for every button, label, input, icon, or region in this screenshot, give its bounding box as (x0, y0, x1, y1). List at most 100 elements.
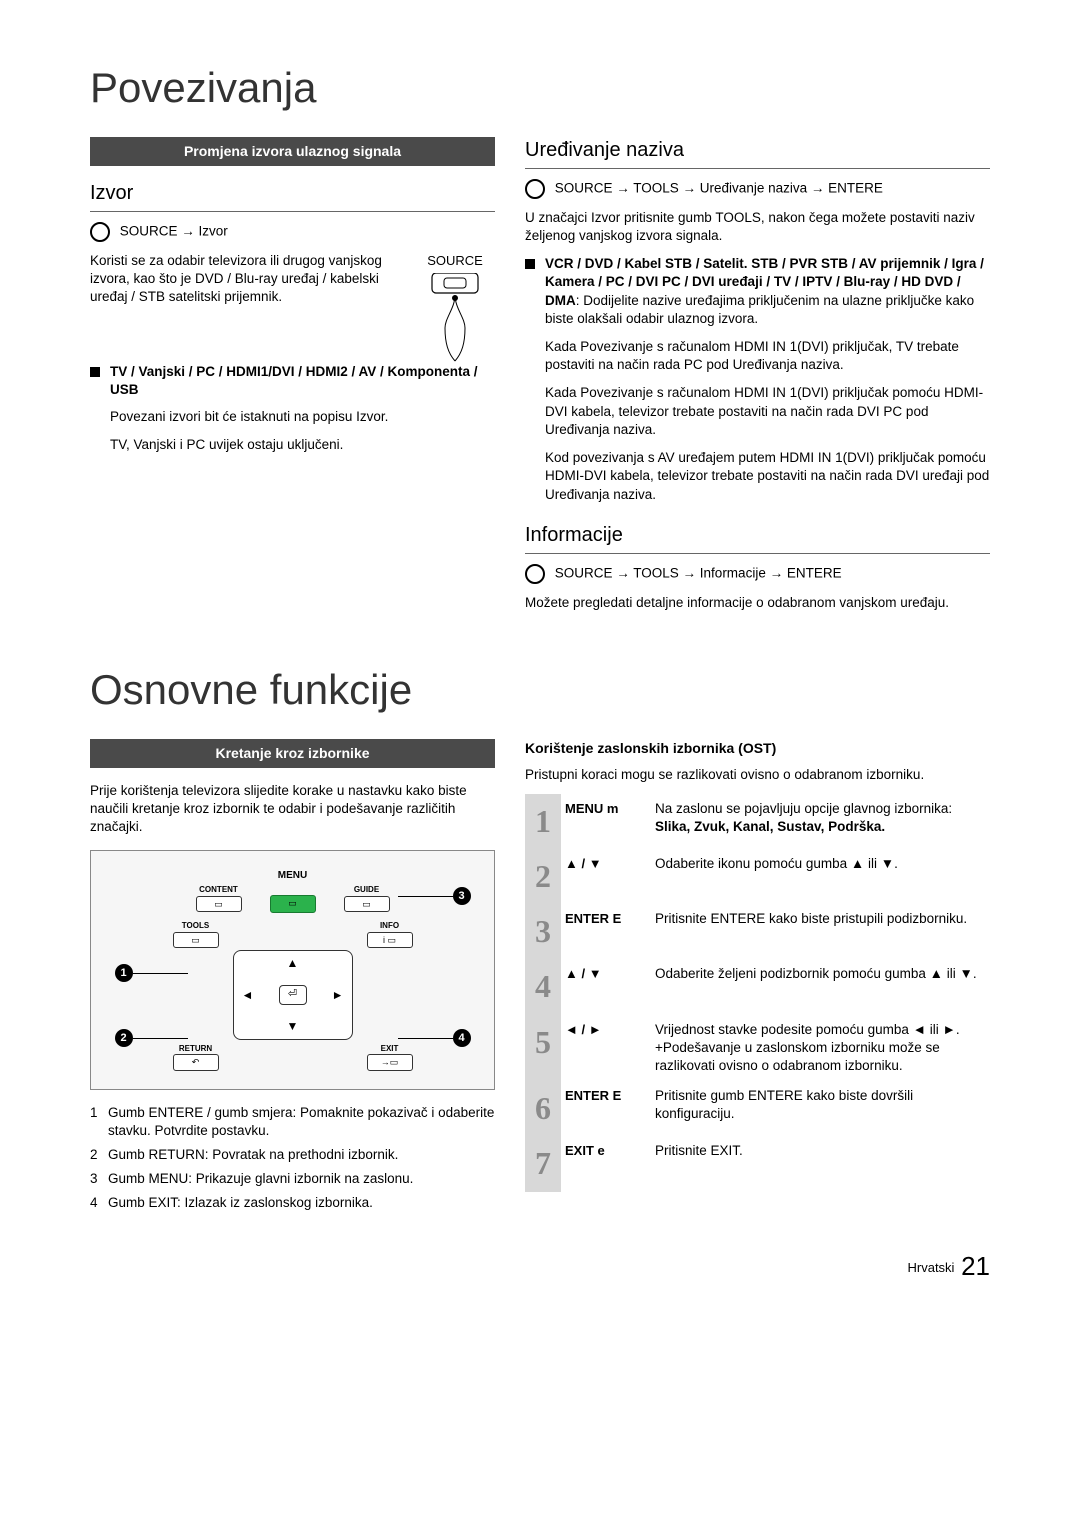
info-nav: SOURCE → TOOLS → Informacije → ENTERE (525, 564, 990, 584)
edit-name-rest: : Dodijelite nazive uređajima priključen… (545, 293, 974, 326)
left-column: Promjena izvora ulaznog signala Izvor SO… (90, 137, 495, 622)
step-key: ▲ / ▼ (561, 849, 651, 904)
step-desc: Pritisnite ENTERE kako biste pristupili … (651, 904, 990, 959)
square-bullet-icon (90, 367, 100, 377)
callout-1: 1 (115, 964, 133, 982)
guide-btn: ▭ (344, 896, 390, 912)
step-num: 3 (525, 904, 561, 959)
page-title-connections: Povezivanja (90, 60, 990, 117)
callout-3: 3 (453, 887, 471, 905)
tools-btn: ▭ (173, 932, 219, 948)
step-desc: Odaberite željeni podizbornik pomoću gum… (651, 959, 990, 1014)
step-desc: Na zaslonu se pojavljuju opcije glavnog … (651, 794, 990, 849)
nav-icon (525, 179, 545, 199)
step-key: ▲ / ▼ (561, 959, 651, 1014)
edit-name-intro: U značajci Izvor pritisnite gumb TOOLS, … (525, 209, 990, 245)
callout-4: 4 (453, 1029, 471, 1047)
menu-btn: ▭ (270, 895, 316, 913)
language-label: Hrvatski (908, 1260, 955, 1275)
step-num: 6 (525, 1081, 561, 1136)
source-inputs-text: TV / Vanjski / PC / HDMI1/DVI / HDMI2 / … (110, 363, 495, 454)
step-key: MENU m (561, 794, 651, 849)
legend-text: Gumb RETURN: Povratak na prethodni izbor… (108, 1146, 398, 1164)
source-heading: Izvor (90, 180, 495, 212)
legend-num: 1 (90, 1104, 108, 1140)
square-bullet-icon (525, 259, 535, 269)
step-row: 6 ENTER E Pritisnite gumb ENTERE kako bi… (525, 1081, 990, 1136)
step-desc: Vrijednost stavke podesite pomoću gumba … (651, 1015, 990, 1082)
edit-name-bullet: VCR / DVD / Kabel STB / Satelit. STB / P… (525, 255, 990, 504)
step-num: 5 (525, 1015, 561, 1082)
step-desc: Pritisnite EXIT. (651, 1136, 990, 1191)
return-btn: ↶ (173, 1054, 219, 1070)
exit-label: EXIT (367, 1044, 413, 1055)
content-label: CONTENT (196, 885, 242, 896)
basic-intro: Prije korištenja televizora slijedite ko… (90, 782, 495, 837)
step-num: 7 (525, 1136, 561, 1191)
tools-label: TOOLS (173, 921, 219, 932)
legend-text: Gumb MENU: Prikazuje glavni izbornik na … (108, 1170, 413, 1188)
connections-columns: Promjena izvora ulaznog signala Izvor SO… (90, 137, 990, 622)
content-btn: ▭ (196, 896, 242, 912)
remote-legend: 1 Gumb ENTERE / gumb smjera: Pomaknite p… (90, 1104, 495, 1213)
basic-right: Korištenje zaslonskih izbornika (OST) Pr… (525, 739, 990, 1219)
step-row: 1 MENU m Na zaslonu se pojavljuju opcije… (525, 794, 990, 849)
source-change-bar: Promjena izvora ulaznog signala (90, 137, 495, 166)
edit-name-nav: SOURCE → TOOLS → Uređivanje naziva → ENT… (525, 179, 990, 199)
info-heading: Informacije (525, 522, 990, 554)
step-row: 4 ▲ / ▼ Odaberite željeni podizbornik po… (525, 959, 990, 1014)
info-desc: Možete pregledati detaljne informacije o… (525, 594, 990, 612)
right-arrow-icon: ► (332, 987, 344, 1003)
steps-table: 1 MENU m Na zaslonu se pojavljuju opcije… (525, 794, 990, 1192)
source-button-illustration: SOURCE (415, 252, 495, 364)
callout-2: 2 (115, 1029, 133, 1047)
menu-label: MENU (278, 869, 307, 883)
legend-num: 4 (90, 1194, 108, 1212)
legend-row: 2 Gumb RETURN: Povratak na prethodni izb… (90, 1146, 495, 1164)
nav-icon (525, 564, 545, 584)
right-column: Uređivanje naziva SOURCE → TOOLS → Uređi… (525, 137, 990, 622)
legend-text: Gumb EXIT: Izlazak iz zaslonskog izborni… (108, 1194, 373, 1212)
legend-row: 4 Gumb EXIT: Izlazak iz zaslonskog izbor… (90, 1194, 495, 1212)
left-arrow-icon: ◄ (242, 987, 254, 1003)
step-num: 2 (525, 849, 561, 904)
step-row: 3 ENTER E Pritisnite ENTERE kako biste p… (525, 904, 990, 959)
edit-name-p2: Kada Povezivanje s računalom HDMI IN 1(D… (545, 384, 990, 439)
menu-nav-bar: Kretanje kroz izbornike (90, 739, 495, 768)
enter-btn: ⏎ (279, 985, 307, 1005)
step-key: ENTER E (561, 1081, 651, 1136)
step-num: 1 (525, 794, 561, 849)
step-desc-a: Na zaslonu se pojavljuju opcije glavnog … (655, 801, 952, 816)
step-row: 5 ◄ / ► Vrijednost stavke podesite pomoć… (525, 1015, 990, 1082)
source-nav-path: SOURCE → Izvor (90, 222, 495, 242)
basic-columns: Kretanje kroz izbornike Prije korištenja… (90, 739, 990, 1219)
source-illus-label: SOURCE (427, 253, 483, 268)
remote-diagram: MENU CONTENT ▭ ▭ GUIDE ▭ TOOLS (90, 850, 495, 1089)
step-key: ENTER E (561, 904, 651, 959)
legend-row: 3 Gumb MENU: Prikazuje glavni izbornik n… (90, 1170, 495, 1188)
info-label: INFO (367, 921, 413, 932)
legend-text: Gumb ENTERE / gumb smjera: Pomaknite pok… (108, 1104, 495, 1140)
step-desc-b: Slika, Zvuk, Kanal, Sustav, Podrška. (655, 819, 885, 834)
down-arrow-icon: ▼ (287, 1018, 299, 1034)
edit-name-bullet-content: VCR / DVD / Kabel STB / Satelit. STB / P… (545, 255, 990, 504)
source-inputs-bullet: TV / Vanjski / PC / HDMI1/DVI / HDMI2 / … (90, 363, 495, 454)
edit-name-p1: Kada Povezivanje s računalom HDMI IN 1(D… (545, 338, 990, 374)
edit-name-nav-text: SOURCE → TOOLS → Uređivanje naziva → ENT… (555, 180, 883, 195)
edit-name-heading: Uređivanje naziva (525, 137, 990, 169)
exit-btn: →▭ (367, 1054, 413, 1070)
source-sub2: TV, Vanjski i PC uvijek ostaju uključeni… (110, 436, 495, 454)
step-row: 2 ▲ / ▼ Odaberite ikonu pomoću gumba ▲ i… (525, 849, 990, 904)
page-title-basic: Osnovne funkcije (90, 662, 990, 719)
step-key: ◄ / ► (561, 1015, 651, 1082)
ost-intro: Pristupni koraci mogu se razlikovati ovi… (525, 766, 990, 784)
legend-num: 2 (90, 1146, 108, 1164)
step-key: EXIT e (561, 1136, 651, 1191)
edit-name-p3: Kod povezivanja s AV uređajem putem HDMI… (545, 449, 990, 504)
guide-label: GUIDE (344, 885, 390, 896)
info-btn: i ▭ (367, 932, 413, 948)
return-label: RETURN (173, 1044, 219, 1055)
legend-row: 1 Gumb ENTERE / gumb smjera: Pomaknite p… (90, 1104, 495, 1140)
up-arrow-icon: ▲ (287, 955, 299, 971)
source-inputs-list: TV / Vanjski / PC / HDMI1/DVI / HDMI2 / … (110, 364, 478, 397)
